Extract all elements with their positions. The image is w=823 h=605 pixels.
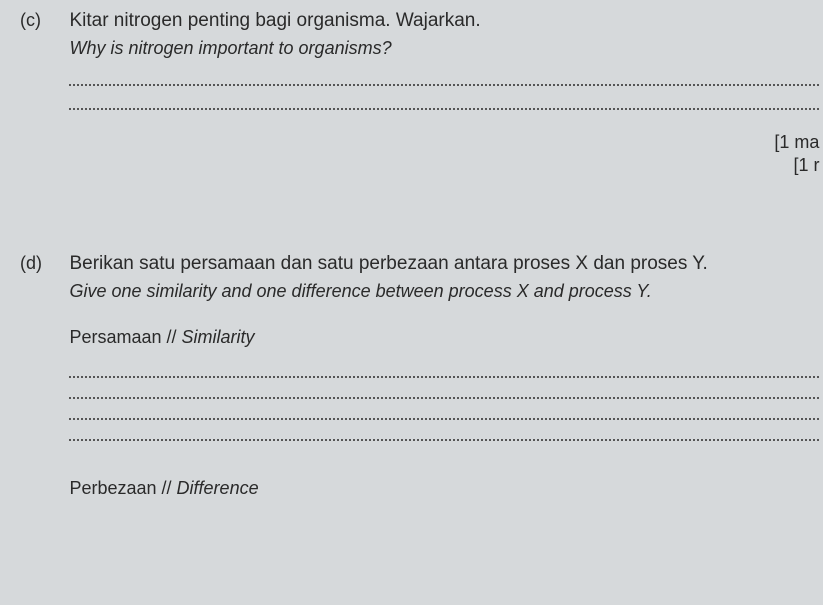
marks-line-1: [1 ma [69, 132, 819, 153]
difference-heading-primary: Perbezaan [69, 478, 156, 498]
spacer [20, 208, 823, 253]
question-d-primary-text: Berikan satu persamaan dan satu perbezaa… [69, 253, 819, 275]
similarity-heading-primary: Persamaan [69, 327, 161, 347]
question-c-primary-text: Kitar nitrogen penting bagi organisma. W… [69, 10, 819, 32]
answer-line [69, 397, 819, 399]
difference-heading-separator: // [157, 478, 177, 498]
similarity-heading-separator: // [162, 327, 182, 347]
question-d-block: (d) Berikan satu persamaan dan satu perb… [20, 253, 823, 527]
question-d-italic-text: Give one similarity and one difference b… [69, 281, 819, 302]
similarity-heading: Persamaan // Similarity [69, 327, 819, 348]
question-d-label: (d) [20, 253, 65, 274]
question-c-content: Kitar nitrogen penting bagi organisma. W… [69, 10, 819, 178]
question-c-label: (c) [20, 10, 65, 31]
similarity-heading-italic: Similarity [182, 327, 255, 347]
difference-heading: Perbezaan // Difference [69, 478, 819, 499]
difference-heading-italic: Difference [177, 478, 259, 498]
answer-line [69, 376, 819, 378]
answer-line [69, 84, 819, 86]
question-d-content: Berikan satu persamaan dan satu perbezaa… [69, 253, 819, 527]
answer-line [69, 108, 819, 110]
spacer [69, 460, 819, 478]
answer-line [69, 439, 819, 441]
similarity-answer-lines [69, 376, 819, 441]
marks-block: [1 ma [1 r [69, 132, 819, 176]
marks-line-2: [1 r [69, 155, 819, 176]
question-c-block: (c) Kitar nitrogen penting bagi organism… [20, 10, 823, 178]
question-c-italic-text: Why is nitrogen important to organisms? [69, 38, 819, 59]
answer-line [69, 418, 819, 420]
